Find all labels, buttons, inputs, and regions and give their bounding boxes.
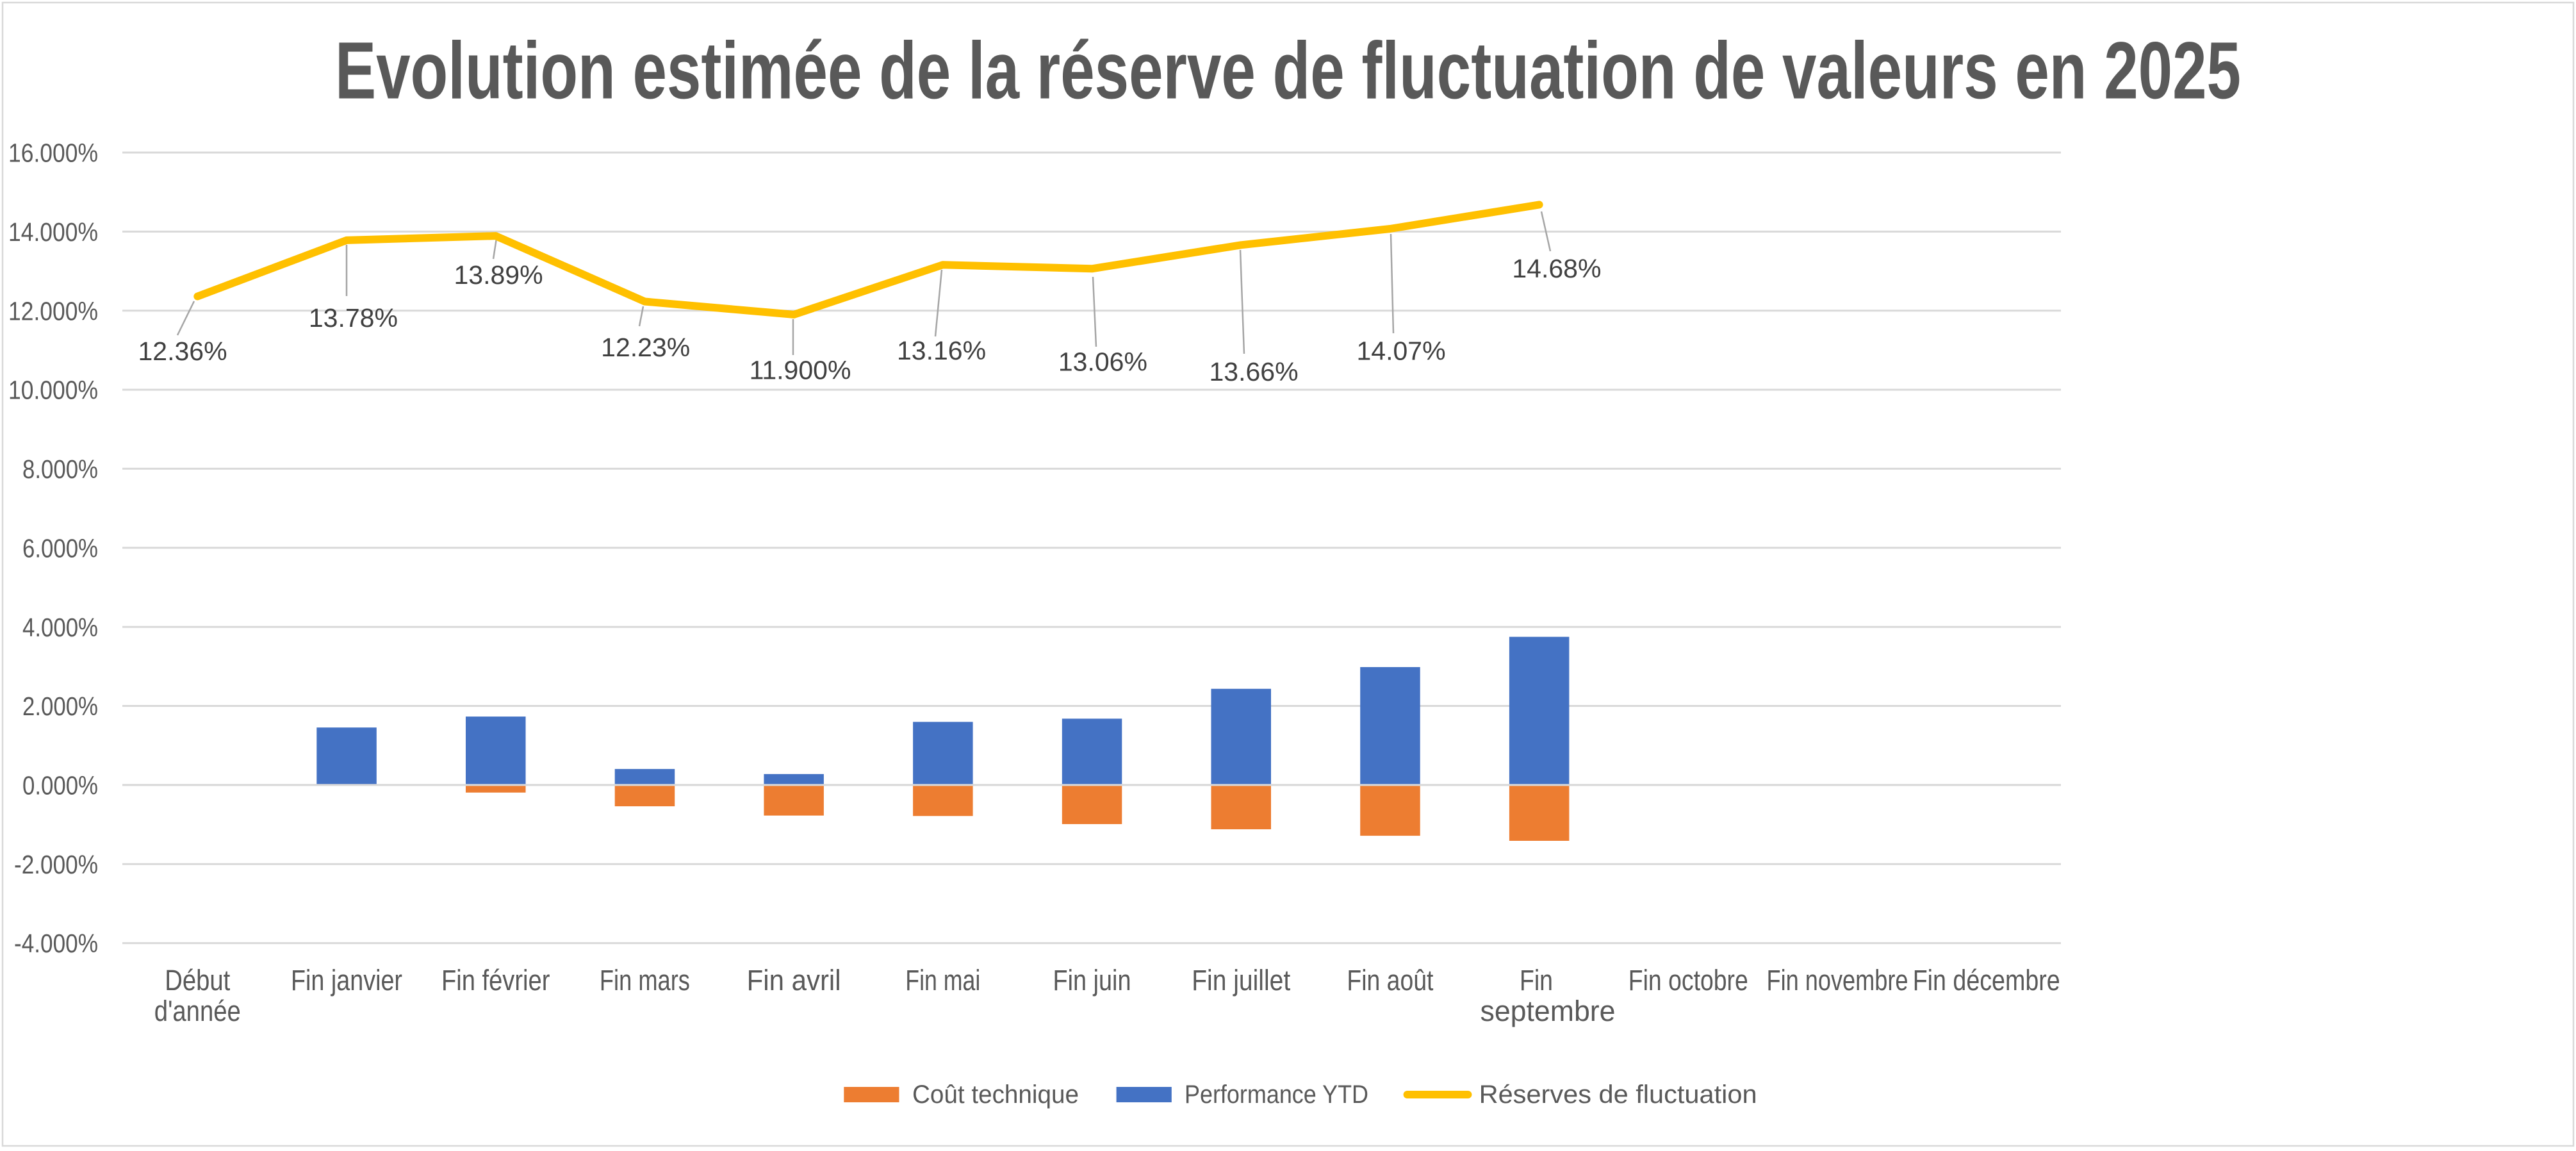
svg-text:Performance YTD: Performance YTD (1185, 1081, 1368, 1109)
svg-text:Fin octobre: Fin octobre (1628, 964, 1748, 997)
svg-text:Fin février: Fin février (441, 964, 550, 997)
svg-text:14.000%: 14.000% (8, 217, 98, 247)
svg-text:13.78%: 13.78% (309, 303, 398, 333)
svg-text:2.000%: 2.000% (22, 691, 98, 721)
svg-text:14.07%: 14.07% (1356, 336, 1445, 366)
svg-text:Evolution estimée de la réserv: Evolution estimée de la réserve de fluct… (335, 26, 2241, 116)
svg-text:Fin juillet: Fin juillet (1192, 964, 1290, 997)
svg-text:12.36%: 12.36% (138, 336, 227, 366)
svg-text:13.66%: 13.66% (1209, 357, 1298, 386)
svg-text:Fin décembre: Fin décembre (1913, 964, 2060, 997)
svg-text:13.89%: 13.89% (454, 260, 543, 290)
svg-text:d'année: d'année (154, 995, 241, 1027)
svg-text:6.000%: 6.000% (22, 533, 98, 563)
svg-text:13.16%: 13.16% (897, 336, 986, 365)
svg-text:16.000%: 16.000% (8, 138, 98, 168)
svg-text:Fin mai: Fin mai (905, 964, 980, 997)
svg-text:-2.000%: -2.000% (14, 850, 98, 879)
svg-text:Fin avril: Fin avril (747, 964, 841, 997)
svg-text:12.000%: 12.000% (8, 296, 98, 326)
svg-text:Fin janvier: Fin janvier (291, 964, 402, 997)
svg-text:Fin juin: Fin juin (1053, 964, 1131, 997)
svg-text:4.000%: 4.000% (22, 613, 98, 642)
svg-text:Fin août: Fin août (1347, 964, 1433, 997)
svg-text:0.000%: 0.000% (22, 771, 98, 800)
svg-text:Début: Début (165, 964, 230, 997)
svg-text:Fin: Fin (1520, 964, 1553, 997)
svg-text:Fin mars: Fin mars (600, 964, 690, 997)
svg-text:Fin novembre: Fin novembre (1767, 964, 1908, 997)
svg-text:-4.000%: -4.000% (14, 929, 98, 958)
svg-text:Réserves de fluctuation: Réserves de fluctuation (1479, 1081, 1757, 1109)
svg-text:14.68%: 14.68% (1512, 254, 1601, 283)
svg-text:10.000%: 10.000% (8, 376, 98, 405)
svg-text:13.06%: 13.06% (1058, 347, 1147, 376)
svg-text:Coût technique: Coût technique (912, 1081, 1079, 1109)
svg-text:septembre: septembre (1481, 995, 1616, 1027)
svg-text:12.23%: 12.23% (601, 333, 690, 362)
svg-text:11.900%: 11.900% (750, 355, 851, 385)
svg-text:8.000%: 8.000% (22, 454, 98, 484)
